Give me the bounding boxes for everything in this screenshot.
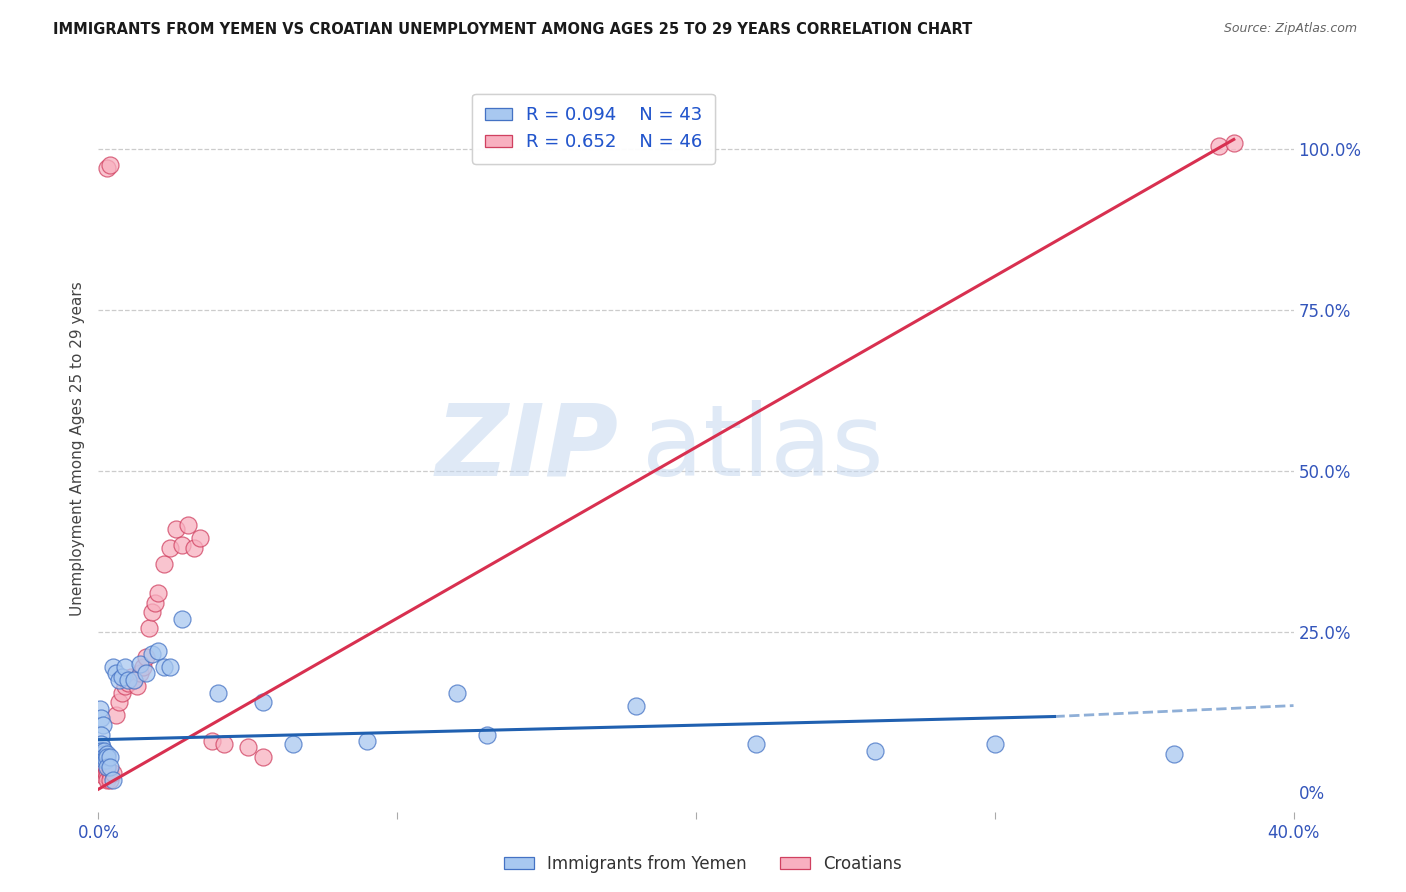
- Point: [135, 666, 157, 681]
- Point: [132, 660, 155, 674]
- Point: [745, 737, 768, 751]
- Point: [183, 541, 205, 555]
- Point: [89, 747, 111, 761]
- Point: [103, 772, 125, 787]
- Point: [446, 686, 468, 700]
- Text: ZIP: ZIP: [436, 400, 619, 497]
- Legend: R = 0.094    N = 43, R = 0.652    N = 46: R = 0.094 N = 43, R = 0.652 N = 46: [472, 94, 716, 164]
- Point: [141, 605, 163, 619]
- Point: [90, 743, 112, 757]
- Point: [143, 596, 166, 610]
- Point: [188, 531, 211, 545]
- Point: [153, 557, 176, 571]
- Point: [96, 769, 118, 783]
- Point: [120, 670, 142, 684]
- Point: [90, 756, 112, 771]
- Point: [96, 750, 118, 764]
- Point: [212, 737, 235, 751]
- Point: [91, 763, 114, 777]
- Point: [93, 760, 115, 774]
- Point: [1163, 747, 1185, 761]
- Point: [90, 750, 112, 764]
- Point: [148, 586, 170, 600]
- Point: [1208, 139, 1230, 153]
- Point: [98, 750, 122, 764]
- Point: [141, 647, 163, 661]
- Point: [281, 737, 304, 751]
- Point: [114, 660, 136, 674]
- Point: [129, 657, 152, 671]
- Point: [91, 718, 114, 732]
- Point: [93, 769, 115, 783]
- Point: [90, 727, 112, 741]
- Point: [90, 711, 112, 725]
- Point: [93, 753, 115, 767]
- Text: Source: ZipAtlas.com: Source: ZipAtlas.com: [1223, 22, 1357, 36]
- Point: [172, 612, 194, 626]
- Point: [475, 727, 498, 741]
- Point: [117, 673, 139, 687]
- Point: [96, 747, 118, 761]
- Point: [984, 737, 1007, 751]
- Point: [201, 734, 224, 748]
- Point: [98, 158, 122, 172]
- Point: [236, 740, 259, 755]
- Point: [93, 743, 115, 757]
- Point: [98, 760, 122, 774]
- Point: [98, 772, 122, 787]
- Point: [165, 522, 187, 536]
- Point: [93, 763, 115, 777]
- Legend: Immigrants from Yemen, Croatians: Immigrants from Yemen, Croatians: [498, 848, 908, 880]
- Point: [98, 766, 122, 780]
- Point: [148, 644, 170, 658]
- Point: [135, 650, 157, 665]
- Point: [94, 766, 117, 780]
- Point: [89, 702, 111, 716]
- Point: [356, 734, 378, 748]
- Point: [153, 660, 176, 674]
- Point: [96, 772, 118, 787]
- Point: [129, 666, 152, 681]
- Point: [207, 686, 229, 700]
- Point: [103, 660, 125, 674]
- Point: [91, 747, 114, 761]
- Point: [103, 766, 125, 780]
- Point: [111, 670, 134, 684]
- Point: [90, 760, 112, 774]
- Point: [127, 679, 149, 693]
- Point: [96, 161, 118, 176]
- Point: [252, 750, 274, 764]
- Point: [108, 673, 131, 687]
- Point: [117, 676, 139, 690]
- Point: [865, 743, 887, 757]
- Point: [138, 621, 160, 635]
- Point: [124, 673, 146, 687]
- Point: [111, 686, 134, 700]
- Point: [159, 660, 181, 674]
- Point: [159, 541, 181, 555]
- Point: [105, 666, 128, 681]
- Point: [90, 737, 112, 751]
- Point: [96, 760, 118, 774]
- Y-axis label: Unemployment Among Ages 25 to 29 years: Unemployment Among Ages 25 to 29 years: [69, 281, 84, 615]
- Point: [124, 673, 146, 687]
- Point: [105, 708, 128, 723]
- Point: [626, 698, 648, 713]
- Point: [96, 763, 118, 777]
- Point: [94, 753, 117, 767]
- Text: atlas: atlas: [643, 400, 884, 497]
- Point: [172, 538, 194, 552]
- Point: [91, 766, 114, 780]
- Text: IMMIGRANTS FROM YEMEN VS CROATIAN UNEMPLOYMENT AMONG AGES 25 TO 29 YEARS CORRELA: IMMIGRANTS FROM YEMEN VS CROATIAN UNEMPL…: [53, 22, 973, 37]
- Point: [114, 679, 136, 693]
- Point: [93, 750, 115, 764]
- Point: [91, 740, 114, 755]
- Point: [1223, 136, 1246, 150]
- Point: [177, 518, 200, 533]
- Point: [108, 695, 131, 709]
- Point: [252, 695, 274, 709]
